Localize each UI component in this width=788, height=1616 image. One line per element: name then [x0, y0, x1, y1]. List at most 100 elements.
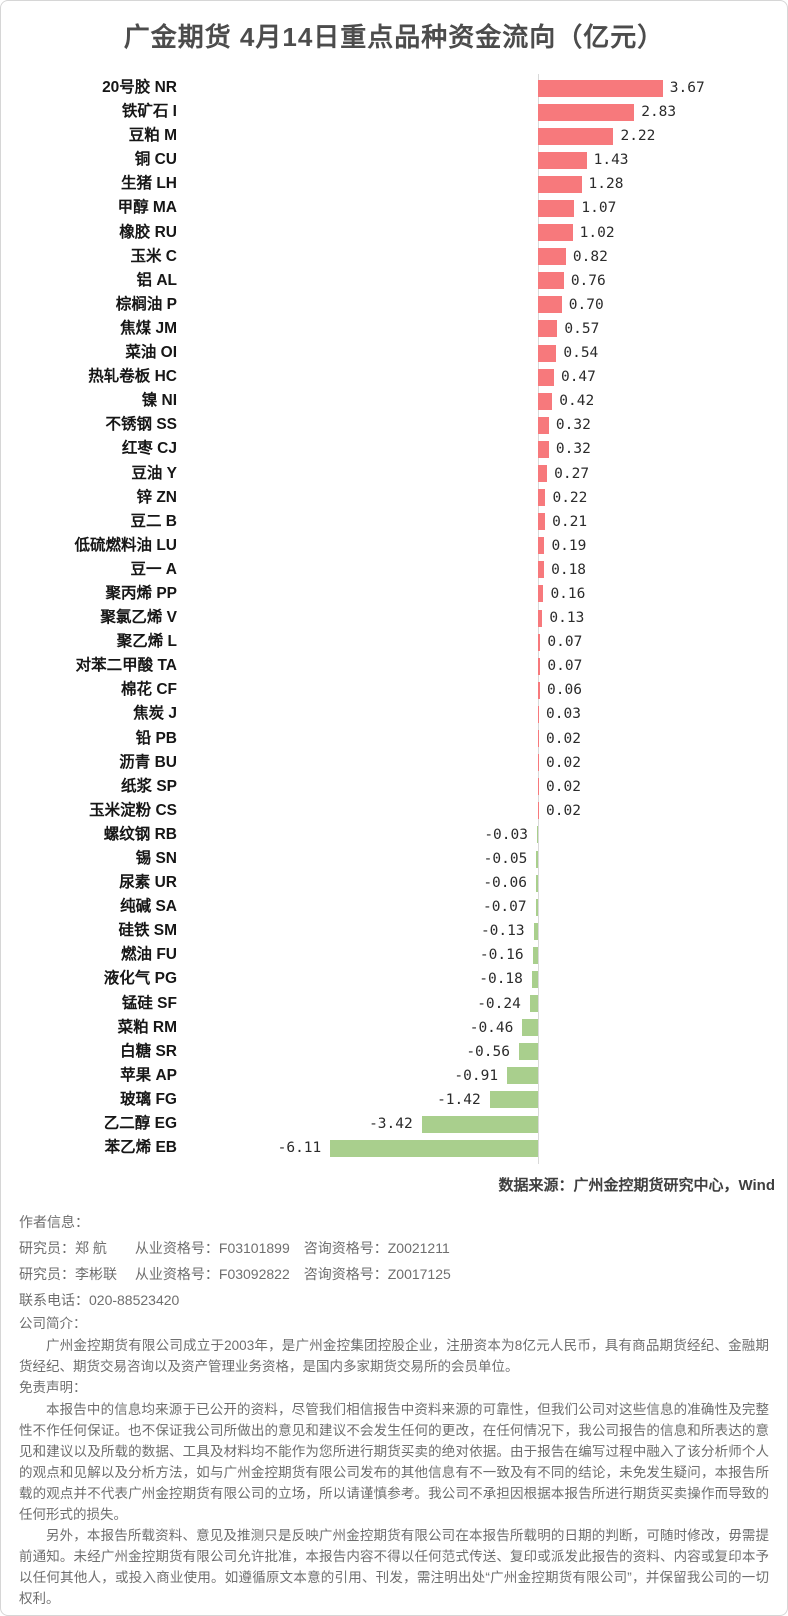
bar-positive	[538, 392, 553, 410]
bar-chart: 20号胶 NR 3.67 铁矿石 I 2.83 豆粕 M 2.22 铜 CU 1.43 生猪 L…	[1, 74, 787, 1164]
bar-value: 0.18	[551, 561, 587, 578]
chart-row: 不锈钢 SS 0.32	[1, 413, 787, 437]
bar-negative	[536, 826, 538, 844]
bar-value: 0.03	[546, 706, 581, 723]
chart-row: 螺纹钢 RB -0.03	[1, 823, 787, 847]
disclaimer-paragraph-2: 另外，本报告所载资料、意见及推测只是反映广州金控期货有限公司在本报告所载明的日期…	[19, 1528, 769, 1606]
company-intro-header: 公司简介：	[19, 1316, 87, 1331]
bar-positive	[538, 320, 558, 338]
chart-row: 红枣 CJ 0.32	[1, 437, 787, 461]
category-label: 铝 AL	[136, 271, 177, 289]
bar-value: -0.18	[479, 971, 523, 988]
bar-value: 0.02	[546, 778, 581, 795]
chart-row: 硅铁 SM -0.13	[1, 919, 787, 943]
category-label: 燃油 FU	[121, 946, 177, 964]
bar-positive	[538, 248, 566, 266]
bar-positive	[538, 103, 635, 121]
chart-row: 锰硅 SF -0.24	[1, 992, 787, 1016]
bar-value: 0.57	[564, 320, 600, 337]
bar-value: 0.70	[568, 296, 604, 313]
chart-row: 苹果 AP -0.91	[1, 1064, 787, 1088]
researcher-line-2: 研究员：李彬联 从业资格号：F03092822 咨询资格号：Z0017125	[19, 1266, 451, 1282]
chart-row: 苯乙烯 EB -6.11	[1, 1136, 787, 1160]
bar-positive	[538, 272, 564, 290]
bar-value: -0.46	[469, 1019, 514, 1036]
category-label: 白糖 SR	[120, 1042, 177, 1060]
chart-row: 聚乙烯 L 0.07	[1, 630, 787, 654]
category-label: 硅铁 SM	[118, 922, 177, 940]
bar-positive	[538, 344, 557, 362]
bar-value: 0.07	[547, 658, 583, 675]
bar-value: 0.02	[546, 754, 581, 771]
category-label: 菜粕 RM	[117, 1018, 177, 1036]
chart-row: 铝 AL 0.76	[1, 269, 787, 293]
chart-row: 菜粕 RM -0.46	[1, 1016, 787, 1040]
category-label: 沥青 BU	[119, 753, 177, 771]
bar-value: 0.27	[554, 465, 590, 482]
bar-negative	[421, 1115, 538, 1133]
chart-row: 纯碱 SA -0.07	[1, 895, 787, 919]
bar-positive	[538, 681, 541, 699]
chart-row: 镍 NI 0.42	[1, 389, 787, 413]
category-label: 豆油 Y	[131, 464, 177, 482]
category-label: 豆一 A	[130, 560, 177, 578]
category-label: 豆二 B	[130, 512, 177, 530]
category-label: 焦炭 J	[133, 705, 177, 723]
chart-row: 豆一 A 0.18	[1, 558, 787, 582]
chart-row: 豆粕 M 2.22	[1, 124, 787, 148]
category-label: 对苯二甲酸 TA	[75, 657, 177, 675]
contact-phone: 联系电话：020-88523420	[19, 1292, 180, 1308]
chart-row: 乙二醇 EG -3.42	[1, 1112, 787, 1136]
bar-value: -0.06	[483, 875, 527, 892]
bar-value: 0.22	[552, 489, 588, 506]
bar-negative	[535, 898, 538, 916]
bar-positive	[538, 609, 543, 627]
bar-value: -0.24	[477, 995, 521, 1012]
bar-value: -6.11	[277, 1140, 322, 1157]
bar-positive	[538, 754, 539, 772]
bar-positive	[538, 465, 548, 482]
category-label: 纸浆 SP	[121, 777, 177, 795]
bar-value: -0.05	[483, 851, 528, 867]
chart-row: 聚氯乙烯 V 0.13	[1, 606, 787, 630]
bar-value: 0.19	[551, 537, 587, 554]
bar-positive	[538, 79, 663, 97]
bar-negative	[489, 1091, 538, 1109]
bar-negative	[532, 946, 538, 964]
category-label: 锌 ZN	[136, 488, 177, 506]
author-info-header: 作者信息：	[19, 1214, 89, 1230]
bar-positive	[538, 778, 539, 796]
bar-positive	[538, 585, 544, 603]
category-label: 20号胶 NR	[102, 79, 177, 96]
chart-row: 焦煤 JM 0.57	[1, 317, 787, 341]
category-label: 乙二醇 EG	[103, 1115, 177, 1133]
category-label: 纯碱 SA	[120, 898, 177, 916]
category-label: 豆粕 M	[128, 127, 177, 145]
company-intro-text: 广州金控期货有限公司成立于2003年，是广州金控集团控股企业，注册资本为8亿元人…	[19, 1338, 769, 1374]
bar-value: -0.16	[479, 947, 524, 964]
footer: 作者信息： 研究员：郑 航 从业资格号：F03101899 咨询资格号：Z002…	[1, 1209, 787, 1609]
bar-value: 0.07	[547, 634, 583, 651]
bar-value: 0.21	[552, 513, 588, 530]
chart-row: 白糖 SR -0.56	[1, 1040, 787, 1064]
chart-row: 锡 SN -0.05	[1, 847, 787, 871]
chart-row: 棉花 CF 0.06	[1, 678, 787, 702]
category-label: 菜油 OI	[125, 344, 177, 362]
bar-negative	[529, 995, 538, 1013]
bar-value: 0.82	[572, 248, 608, 265]
bar-negative	[507, 1067, 538, 1085]
bar-value: 0.42	[559, 393, 595, 410]
bar-positive	[538, 296, 562, 314]
bar-value: -0.03	[484, 826, 528, 843]
chart-row: 豆二 B 0.21	[1, 510, 787, 534]
chart-row: 低硫燃料油 LU 0.19	[1, 534, 787, 558]
chart-row: 铅 PB 0.02	[1, 727, 787, 751]
chart-row: 菜油 OI 0.54	[1, 341, 787, 365]
bar-positive	[538, 368, 554, 386]
bar-value: 0.54	[563, 345, 599, 362]
bar-negative	[535, 874, 538, 892]
bar-positive	[538, 199, 575, 217]
bar-value: 0.02	[546, 802, 581, 819]
bar-value: 0.16	[550, 585, 586, 602]
